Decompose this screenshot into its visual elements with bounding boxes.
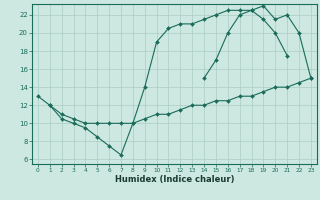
X-axis label: Humidex (Indice chaleur): Humidex (Indice chaleur): [115, 175, 234, 184]
